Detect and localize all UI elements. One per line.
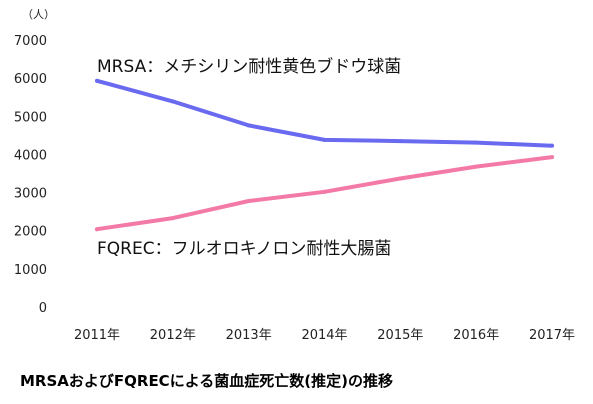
x-tick-label: 2015年 xyxy=(377,328,423,343)
data-point xyxy=(170,216,175,221)
data-point xyxy=(322,189,327,194)
data-point xyxy=(95,227,99,232)
y-tick-label: 5000 xyxy=(14,110,47,125)
x-tick-label: 2017年 xyxy=(529,328,575,343)
x-tick-label: 2013年 xyxy=(226,328,272,343)
data-point xyxy=(398,176,403,181)
data-point xyxy=(95,78,99,83)
series-line-0 xyxy=(95,78,554,148)
data-point xyxy=(474,164,479,169)
x-tick-label: 2011年 xyxy=(74,328,120,343)
data-point xyxy=(398,139,403,144)
x-tick-label: 2014年 xyxy=(301,328,347,343)
data-point xyxy=(170,99,175,104)
chart-caption: MRSAおよびFQRECによる菌血症死亡数(推定)の推移 xyxy=(20,372,393,390)
y-tick-label: 2000 xyxy=(14,225,47,240)
data-point xyxy=(246,123,251,128)
x-axis: 2011年 2012年 2013年 2014年 2015年 2016年 2017年 xyxy=(74,328,575,343)
y-axis: 0 1000 2000 3000 4000 5000 6000 7000 xyxy=(14,34,47,316)
x-tick-label: 2016年 xyxy=(453,328,499,343)
data-point xyxy=(474,140,479,145)
x-tick-label: 2012年 xyxy=(150,328,196,343)
series-label-fqrec: FQREC：フルオロキノロン耐性大腸菌 xyxy=(97,239,391,259)
y-tick-label: 7000 xyxy=(14,34,47,49)
data-point xyxy=(322,137,327,142)
y-tick-label: 1000 xyxy=(14,263,47,278)
data-point xyxy=(550,155,554,160)
series-lines xyxy=(95,78,554,232)
y-tick-label: 6000 xyxy=(14,72,47,87)
y-tick-label: 0 xyxy=(39,301,47,316)
series-label-mrsa: MRSA：メチシリン耐性黄色ブドウ球菌 xyxy=(97,56,401,77)
y-tick-label: 4000 xyxy=(14,148,47,163)
data-point xyxy=(246,198,251,203)
y-tick-label: 3000 xyxy=(14,187,47,202)
data-point xyxy=(550,143,554,148)
y-axis-unit: （人） xyxy=(22,8,55,21)
